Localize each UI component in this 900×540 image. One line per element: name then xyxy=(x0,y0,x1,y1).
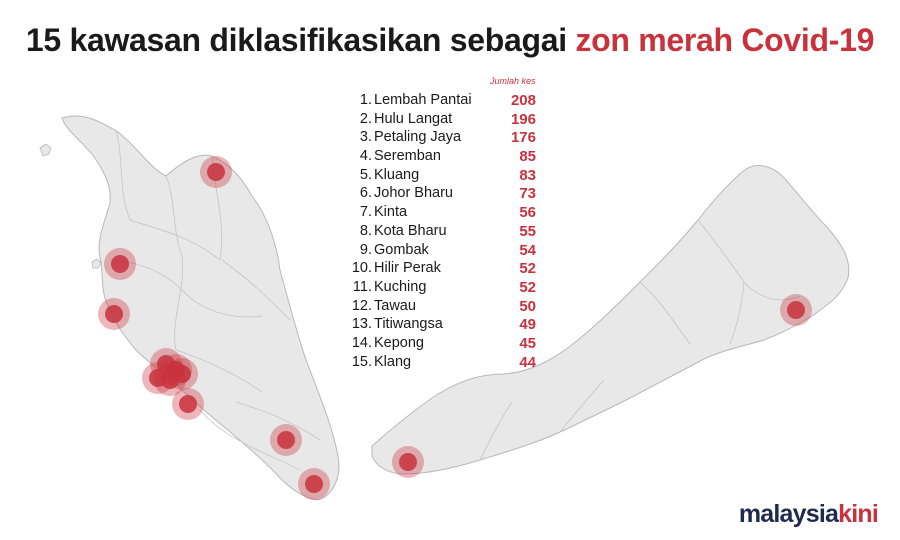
zone-rank: 8. xyxy=(359,222,372,239)
zone-cases: 55 xyxy=(519,222,536,240)
zone-cases: 52 xyxy=(519,278,536,296)
east-malaysia xyxy=(371,165,850,475)
zone-rank: 5. xyxy=(359,166,372,183)
zone-rank: 15. xyxy=(351,353,372,370)
marker-dot xyxy=(179,395,197,413)
zone-row: 7. Kinta 56 xyxy=(338,204,548,223)
zone-cases: 44 xyxy=(519,353,536,371)
zone-rank: 1. xyxy=(359,92,372,108)
zone-cases: 85 xyxy=(519,148,536,166)
zone-row: 6. Johor Bharu 73 xyxy=(338,185,548,204)
zone-row: 15. Klang 44 xyxy=(338,354,548,373)
zone-name: Kluang xyxy=(374,166,420,183)
zone-cases: 49 xyxy=(519,316,536,334)
zone-rank: 10. xyxy=(351,260,372,277)
column-header-cases: Jumlah kes xyxy=(490,76,536,86)
zone-cases: 176 xyxy=(510,129,536,147)
zone-row: 12. Tawau 50 xyxy=(338,298,548,317)
zone-cases: 52 xyxy=(519,260,536,278)
zone-name: Klang xyxy=(374,353,412,370)
logo-part2: kini xyxy=(838,500,879,528)
zone-name: Hulu Langat xyxy=(374,110,453,127)
zone-name: Petaling Jaya xyxy=(374,129,462,146)
zone-cases: 45 xyxy=(519,334,536,352)
zone-row: 10. Hilir Perak 52 xyxy=(338,260,548,279)
zone-cases: 196 xyxy=(510,110,536,128)
zone-row: 2. Hulu Langat 196 xyxy=(338,111,548,130)
marker-dot xyxy=(207,163,225,181)
zone-rank: 4. xyxy=(359,148,372,165)
logo-part1: malaysia xyxy=(738,500,839,528)
zone-rank: 9. xyxy=(359,241,372,258)
zone-rank: 11. xyxy=(352,278,372,295)
borneo-landmass xyxy=(371,165,850,475)
zone-name: Lembah Pantai xyxy=(374,92,472,108)
zone-row: 5. Kluang 83 xyxy=(338,167,548,186)
zone-rows: 1. Lembah Pantai 208 2. Hulu Langat 196 3. Peta… xyxy=(338,92,548,372)
marker-dot xyxy=(161,371,179,389)
marker-dot xyxy=(399,453,417,471)
zone-row: 4. Seremban 85 xyxy=(338,148,548,167)
zone-name: Kota Bharu xyxy=(374,222,447,239)
zone-name: Tawau xyxy=(374,297,416,314)
zone-row: 8. Kota Bharu 55 xyxy=(338,223,548,242)
zone-name: Kuching xyxy=(374,278,427,295)
marker-dot xyxy=(277,431,295,449)
zone-cases: 83 xyxy=(519,166,536,184)
zone-rank: 13. xyxy=(351,316,372,333)
zone-rank: 6. xyxy=(359,185,372,202)
zone-rank: 3. xyxy=(359,129,372,146)
marker-dot xyxy=(157,355,175,373)
marker-dot xyxy=(105,305,123,323)
marker-dot xyxy=(787,301,805,319)
zone-name: Titiwangsa xyxy=(374,316,443,333)
penang-island xyxy=(91,258,102,269)
zone-cases: 54 xyxy=(519,241,536,259)
zone-cases: 56 xyxy=(519,204,536,222)
marker-dot xyxy=(305,475,323,493)
zone-row: 9. Gombak 54 xyxy=(338,242,548,261)
zone-name: Seremban xyxy=(374,148,441,165)
zone-row: 1. Lembah Pantai 208 xyxy=(338,92,548,111)
zone-rank: 2. xyxy=(359,110,372,127)
zone-row: 3. Petaling Jaya 176 xyxy=(338,129,548,148)
zone-row: 14. Kepong 45 xyxy=(338,335,548,354)
zone-name: Johor Bharu xyxy=(374,185,453,202)
zone-cases: 50 xyxy=(519,297,536,315)
red-zone-markers xyxy=(98,156,812,500)
zone-cases: 73 xyxy=(519,185,536,203)
marker-dot xyxy=(111,255,129,273)
zone-rank: 12. xyxy=(351,297,372,314)
malaysiakini-logo: malaysiakini xyxy=(738,500,879,529)
zone-row: 11. Kuching 52 xyxy=(338,279,548,298)
zone-rank: 14. xyxy=(351,334,372,351)
title-main: 15 kawasan diklasifikasikan sebagai xyxy=(25,22,576,58)
title-highlight: zon merah Covid-19 xyxy=(575,22,875,58)
zone-name: Gombak xyxy=(374,241,429,258)
zone-cases: 208 xyxy=(510,92,536,109)
peninsular-landmass xyxy=(61,115,340,501)
zone-name: Kinta xyxy=(374,204,408,221)
zone-row: 13. Titiwangsa 49 xyxy=(338,316,548,335)
page-title: 15 kawasan diklasifikasikan sebagai zon … xyxy=(0,22,900,59)
zone-rank: 7. xyxy=(359,204,372,221)
zone-name: Hilir Perak xyxy=(374,260,441,277)
peninsular-malaysia xyxy=(39,115,340,501)
langkawi-island xyxy=(39,143,52,157)
zone-name: Kepong xyxy=(374,334,424,351)
